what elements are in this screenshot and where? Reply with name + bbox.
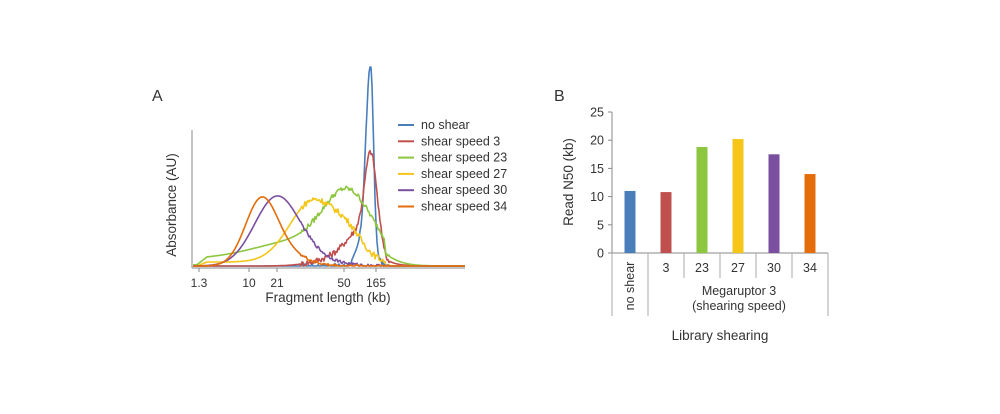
- panel-b-bar: [804, 174, 816, 253]
- panel-b-category-label: 30: [767, 261, 781, 275]
- panel-a-legend-entry: shear speed 34: [421, 200, 507, 214]
- panel-b-category-label: no shear: [623, 262, 637, 311]
- panel-b-y-tick-label: 25: [590, 106, 604, 120]
- panel-b-bar: [768, 154, 780, 253]
- panel-a-label: A: [152, 88, 163, 105]
- panel-a-y-axis-label: Absorbance (AU): [164, 153, 179, 257]
- panel-a-legend-entry: shear speed 23: [421, 151, 507, 165]
- panel-b-bar: [696, 146, 708, 253]
- panel-b-y-tick-label: 10: [590, 190, 604, 204]
- panel-a-legend: no shear shear speed 3 shear speed 23 shear…: [398, 118, 507, 214]
- panel-a-x-tick-label: 1.3: [191, 276, 208, 290]
- panel-a-legend-entry: shear speed 3: [421, 134, 500, 148]
- panel-b-y-tick-label: 20: [590, 134, 604, 148]
- panel-a-legend-entry: shear speed 30: [421, 183, 507, 197]
- panel-a-x-ticks: 1.3 10 21 50 165: [191, 268, 386, 290]
- panel-b-bar: [732, 139, 744, 253]
- panel-a-x-tick-label: 10: [242, 276, 256, 290]
- panel-b-bars: [624, 139, 816, 253]
- panel-a-x-tick-label: 21: [270, 276, 284, 290]
- panel-b-y-tick-label: 15: [590, 162, 604, 176]
- panel-b-bar: [624, 190, 636, 253]
- panel-b-category-label: 3: [663, 261, 670, 275]
- panel-b-category-label: 23: [695, 261, 709, 275]
- panel-b-bar: [660, 192, 672, 253]
- panel-b-group-label-line1: Megaruptor 3: [702, 284, 776, 298]
- panel-b: B 0 5 10 15 20 25 no shear 3 23 27 30 34 Read N50 …: [554, 88, 829, 343]
- panel-b-y-tick-label: 5: [597, 218, 604, 232]
- panel-a-legend-entry: shear speed 27: [421, 167, 507, 181]
- panel-b-category-label: 27: [731, 261, 745, 275]
- panel-b-y-tick-label: 0: [597, 247, 604, 261]
- panel-b-y-axis-label: Read N50 (kb): [561, 138, 576, 226]
- panel-b-y-ticks: 0 5 10 15 20 25: [590, 106, 612, 261]
- panel-b-category-grid: no shear 3 23 27 30 34: [611, 253, 829, 316]
- panel-a-x-tick-label: 50: [337, 276, 351, 290]
- panel-a-x-tick-label: 165: [366, 276, 386, 290]
- panel-a-series-lines: [193, 66, 465, 267]
- panel-a-legend-entry: no shear: [421, 118, 470, 132]
- panel-b-category-label: 34: [803, 261, 817, 275]
- panel-a: A 1.3 10 21 50 165 Fragment length (kb) Abso…: [152, 66, 507, 305]
- panel-b-x-axis-label: Library shearing: [672, 328, 769, 343]
- panel-a-x-axis-label: Fragment length (kb): [265, 290, 390, 305]
- panel-a-series-line: [193, 196, 465, 267]
- panel-b-label: B: [554, 88, 565, 105]
- panel-b-group-label-line2: (shearing speed): [692, 299, 786, 313]
